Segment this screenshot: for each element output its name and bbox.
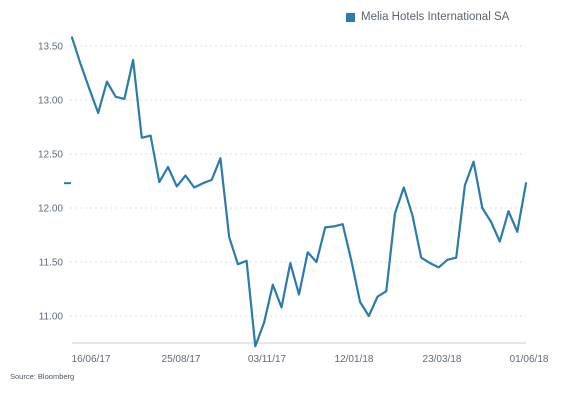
x-tick-label: 12/01/18 xyxy=(335,354,374,365)
x-tick-label: 03/11/17 xyxy=(248,354,287,365)
y-tick-label: 12.50 xyxy=(38,150,63,161)
x-tick-label: 25/08/17 xyxy=(162,354,201,365)
y-tick-label: 12.00 xyxy=(38,204,63,215)
y-axis-ticks: 13.50 13.00 12.50 12.00 11.50 11.00 xyxy=(38,42,63,323)
source-note: Source: Bloomberg xyxy=(10,372,75,381)
y-tick-label: 13.50 xyxy=(38,42,63,53)
legend-swatch xyxy=(346,12,355,22)
x-tick-label: 23/03/18 xyxy=(423,354,462,365)
legend-label: Melia Hotels International SA xyxy=(361,11,510,23)
series-line-melia xyxy=(70,36,528,348)
y-tick-label: 11.50 xyxy=(39,258,64,269)
legend: Melia Hotels International SA xyxy=(346,11,509,23)
x-tick-label: 01/06/18 xyxy=(510,354,549,365)
x-axis-ticks: 16/06/17 25/08/17 03/11/17 12/01/18 23/03/18… xyxy=(72,354,549,365)
gridlines xyxy=(70,45,526,317)
x-tick-label: 16/06/17 xyxy=(72,354,111,365)
y-tick-label: 13.00 xyxy=(38,96,63,107)
y-tick-label: 11.00 xyxy=(39,312,64,323)
